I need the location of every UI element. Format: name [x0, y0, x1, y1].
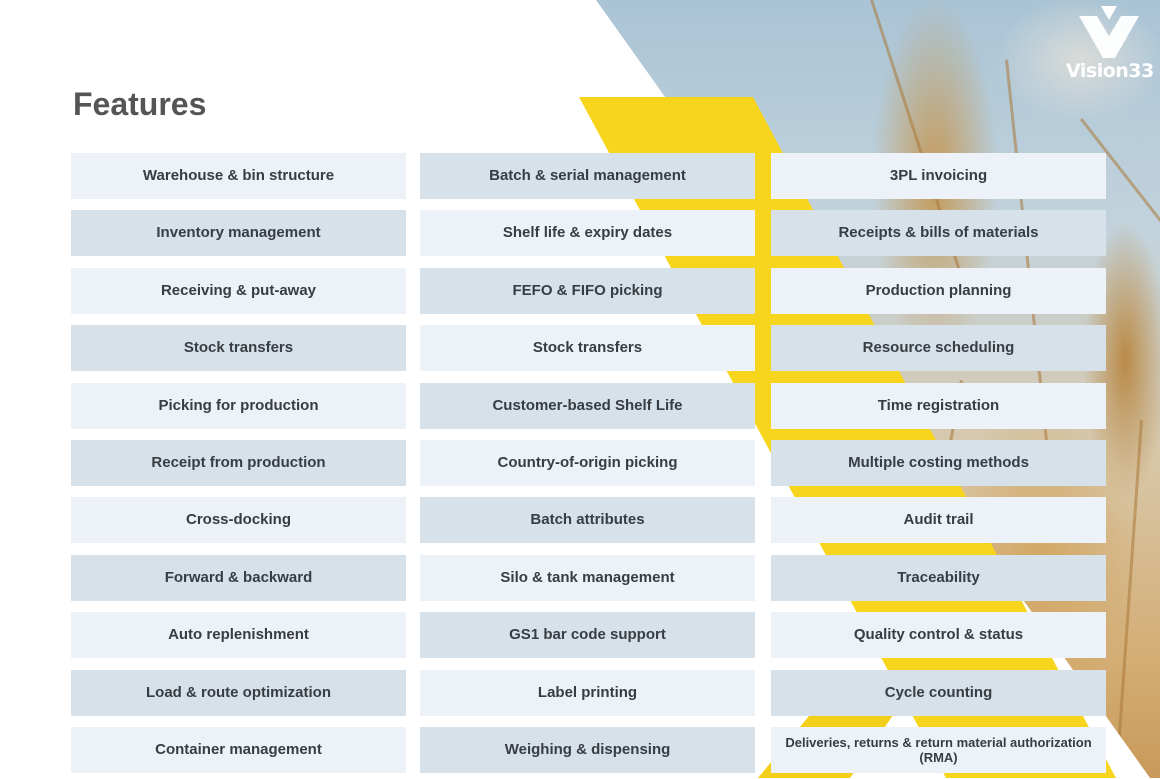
- feature-cell: 3PL invoicing: [771, 153, 1106, 199]
- feature-cell: Audit trail: [771, 497, 1106, 543]
- feature-cell: Label printing: [420, 670, 755, 716]
- vision33-logo: Vision33: [1066, 6, 1154, 82]
- feature-cell: Forward & backward: [71, 555, 406, 601]
- logo-wordmark: Vision33: [1066, 60, 1154, 82]
- feature-cell: Stock transfers: [420, 325, 755, 371]
- feature-cell: Time registration: [771, 383, 1106, 429]
- feature-cell: Weighing & dispensing: [420, 727, 755, 773]
- feature-cell: Picking for production: [71, 383, 406, 429]
- feature-cell: Stock transfers: [71, 325, 406, 371]
- feature-cell: Customer-based Shelf Life: [420, 383, 755, 429]
- feature-cell: Traceability: [771, 555, 1106, 601]
- feature-cell: Warehouse & bin structure: [71, 153, 406, 199]
- feature-cell: Cross-docking: [71, 497, 406, 543]
- feature-cell: Auto replenishment: [71, 612, 406, 658]
- feature-cell: Container management: [71, 727, 406, 773]
- feature-cell: Silo & tank management: [420, 555, 755, 601]
- feature-cell: Receipt from production: [71, 440, 406, 486]
- feature-cell: Shelf life & expiry dates: [420, 210, 755, 256]
- feature-cell: GS1 bar code support: [420, 612, 755, 658]
- feature-cell: Inventory management: [71, 210, 406, 256]
- feature-cell: Cycle counting: [771, 670, 1106, 716]
- feature-cell: Batch attributes: [420, 497, 755, 543]
- feature-cell: Batch & serial management: [420, 153, 755, 199]
- feature-cell: Multiple costing methods: [771, 440, 1106, 486]
- feature-cell: Receipts & bills of materials: [771, 210, 1106, 256]
- feature-cell: Load & route optimization: [71, 670, 406, 716]
- feature-cell: Deliveries, returns & return material au…: [771, 727, 1106, 773]
- feature-cell: Country-of-origin picking: [420, 440, 755, 486]
- feature-cell: Quality control & status: [771, 612, 1106, 658]
- feature-cell: Receiving & put-away: [71, 268, 406, 314]
- feature-cell: FEFO & FIFO picking: [420, 268, 755, 314]
- page-title: Features: [73, 86, 207, 122]
- feature-cell: Production planning: [771, 268, 1106, 314]
- v-chevron-icon: [1079, 6, 1139, 58]
- feature-cell: Resource scheduling: [771, 325, 1106, 371]
